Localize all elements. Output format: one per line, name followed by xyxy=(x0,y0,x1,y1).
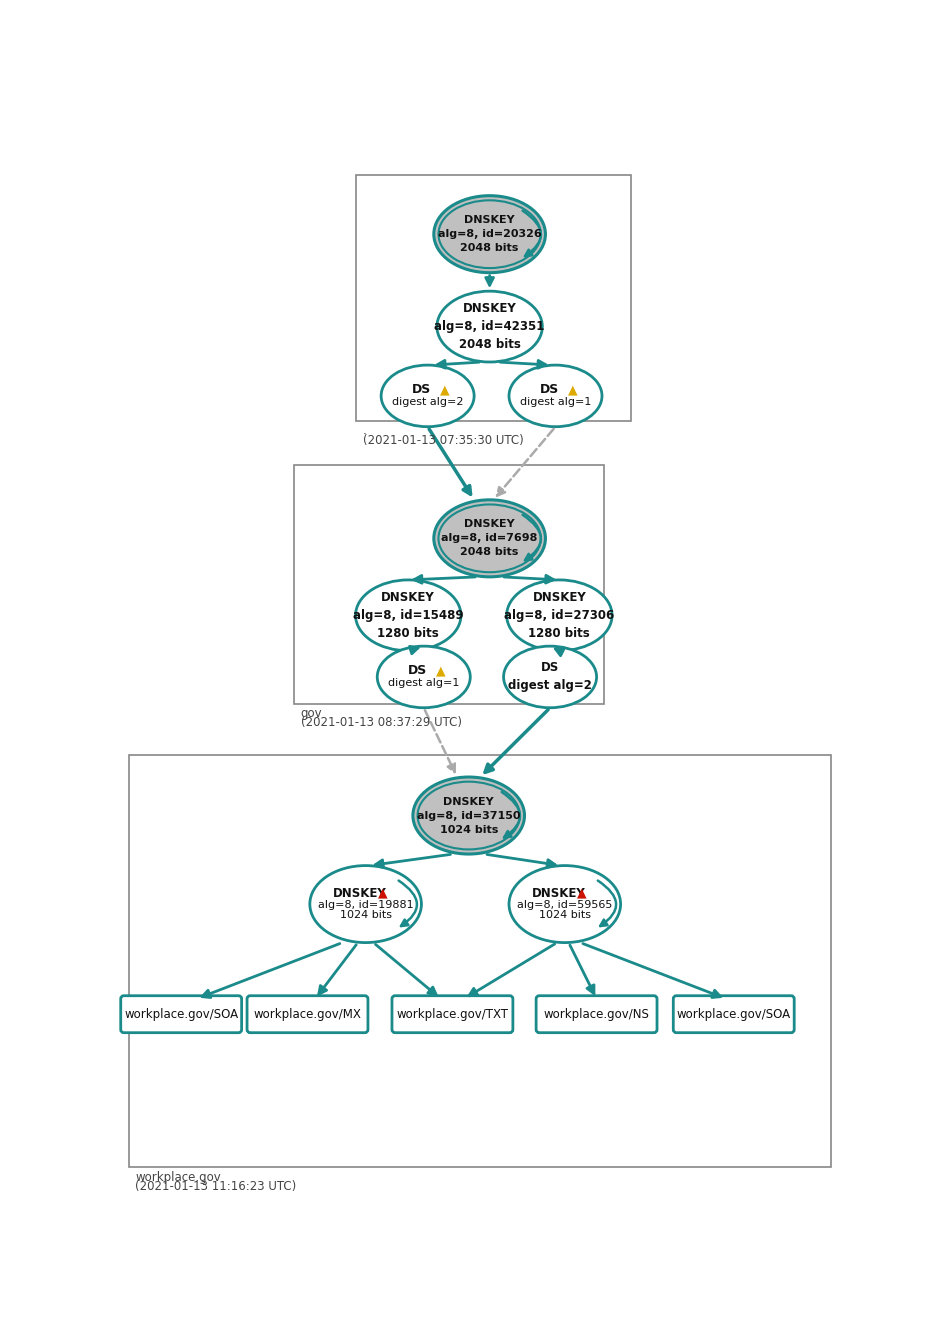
Text: ▲: ▲ xyxy=(567,384,578,396)
FancyBboxPatch shape xyxy=(674,996,794,1033)
Ellipse shape xyxy=(506,580,612,651)
Ellipse shape xyxy=(434,196,546,272)
Text: (2021-01-13 11:16:23 UTC): (2021-01-13 11:16:23 UTC) xyxy=(136,1180,296,1193)
Text: (2021-01-13 07:35:30 UTC): (2021-01-13 07:35:30 UTC) xyxy=(362,433,523,447)
Text: DS: DS xyxy=(540,384,559,396)
Text: 1024 bits: 1024 bits xyxy=(539,910,591,919)
FancyBboxPatch shape xyxy=(247,996,368,1033)
Text: .: . xyxy=(362,424,366,437)
Ellipse shape xyxy=(356,580,461,651)
Text: workplace.gov/SOA: workplace.gov/SOA xyxy=(124,1008,238,1021)
Ellipse shape xyxy=(413,777,524,854)
Ellipse shape xyxy=(509,365,602,427)
FancyBboxPatch shape xyxy=(120,996,242,1033)
Text: ▲: ▲ xyxy=(378,887,388,899)
Text: (2021-01-13 08:37:29 UTC): (2021-01-13 08:37:29 UTC) xyxy=(300,717,461,729)
Text: workplace.gov/TXT: workplace.gov/TXT xyxy=(396,1008,508,1021)
Text: DNSKEY: DNSKEY xyxy=(532,887,585,899)
Text: alg=8, id=19881: alg=8, id=19881 xyxy=(318,900,413,910)
Text: DS: DS xyxy=(412,384,431,396)
Text: DNSKEY
alg=8, id=27306
1280 bits: DNSKEY alg=8, id=27306 1280 bits xyxy=(504,590,614,640)
Ellipse shape xyxy=(381,365,474,427)
Ellipse shape xyxy=(434,499,546,577)
Text: DNSKEY
alg=8, id=42351
2048 bits: DNSKEY alg=8, id=42351 2048 bits xyxy=(435,302,545,352)
Text: DNSKEY
alg=8, id=20326
2048 bits: DNSKEY alg=8, id=20326 2048 bits xyxy=(438,215,541,254)
Text: digest alg=1: digest alg=1 xyxy=(519,397,591,407)
Text: workplace.gov: workplace.gov xyxy=(136,1170,221,1184)
Text: digest alg=2: digest alg=2 xyxy=(391,397,463,407)
Text: workplace.gov/MX: workplace.gov/MX xyxy=(253,1008,361,1021)
Text: DNSKEY: DNSKEY xyxy=(332,887,387,899)
Text: DNSKEY
alg=8, id=15489
1280 bits: DNSKEY alg=8, id=15489 1280 bits xyxy=(353,590,464,640)
Text: workplace.gov/NS: workplace.gov/NS xyxy=(544,1008,649,1021)
Text: DS: DS xyxy=(408,664,427,678)
Ellipse shape xyxy=(509,866,621,942)
Text: digest alg=1: digest alg=1 xyxy=(388,678,459,688)
Ellipse shape xyxy=(377,646,470,707)
Ellipse shape xyxy=(437,291,542,362)
Text: DNSKEY
alg=8, id=7698
2048 bits: DNSKEY alg=8, id=7698 2048 bits xyxy=(441,519,538,557)
FancyBboxPatch shape xyxy=(536,996,657,1033)
Text: ▲: ▲ xyxy=(439,384,450,396)
Text: ▲: ▲ xyxy=(577,887,586,899)
Text: DS
digest alg=2: DS digest alg=2 xyxy=(508,662,592,692)
Text: DNSKEY
alg=8, id=37150
1024 bits: DNSKEY alg=8, id=37150 1024 bits xyxy=(417,797,520,835)
Text: gov: gov xyxy=(300,707,322,719)
Text: workplace.gov/SOA: workplace.gov/SOA xyxy=(677,1008,790,1021)
FancyBboxPatch shape xyxy=(392,996,513,1033)
Text: alg=8, id=59565: alg=8, id=59565 xyxy=(518,900,613,910)
Text: ▲: ▲ xyxy=(436,664,446,678)
Ellipse shape xyxy=(503,646,597,707)
Ellipse shape xyxy=(310,866,422,942)
Text: 1024 bits: 1024 bits xyxy=(340,910,391,919)
